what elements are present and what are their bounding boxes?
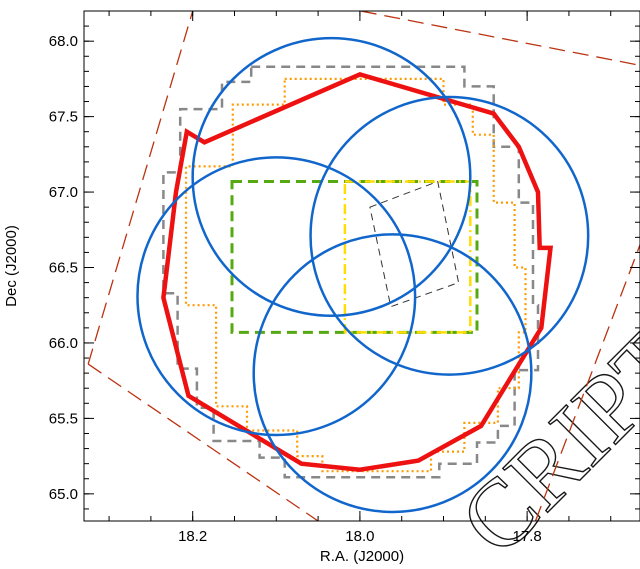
y-tick-label: 66.0 [49,335,78,352]
y-tick-label: 65.5 [49,410,78,427]
footprint-polygon [343,180,472,334]
y-tick-label: 65.0 [49,486,78,503]
plot-area [87,11,640,521]
x-axis-title: R.A. (J2000) [320,548,404,565]
x-tick-label: 17.8 [513,528,542,545]
footprint-polygon [161,72,554,472]
footprint-polygon [230,180,479,334]
field-circle [136,156,417,437]
field-circle [252,233,533,514]
y-axis-title: Dec (J2000) [3,225,20,307]
y-tick-label: 68.0 [49,33,78,50]
bounding-line [87,11,194,365]
footprint-polygon [184,77,527,473]
field-circles [136,36,590,514]
x-tick-label: 18.0 [345,528,374,545]
bounding-line [87,363,319,521]
field-circle [309,95,590,376]
footprint-polygons [161,65,554,479]
x-tick-label: 18.2 [178,528,207,545]
y-tick-label: 66.5 [49,260,78,277]
bounding-lines [87,11,640,521]
y-tick-label: 67.5 [49,109,78,126]
footprint-polygon [369,180,460,308]
plot-frame [83,10,640,522]
axis-ticks [84,10,640,521]
bounding-line [534,244,640,521]
tick-labels: 18.2 18.0 17.8 65.0 65.5 66.0 66.5 67.0 67.5 68.0 [49,33,542,545]
field-circle [191,36,472,318]
footprint-polygon [162,65,540,479]
y-tick-label: 67.0 [49,184,78,201]
